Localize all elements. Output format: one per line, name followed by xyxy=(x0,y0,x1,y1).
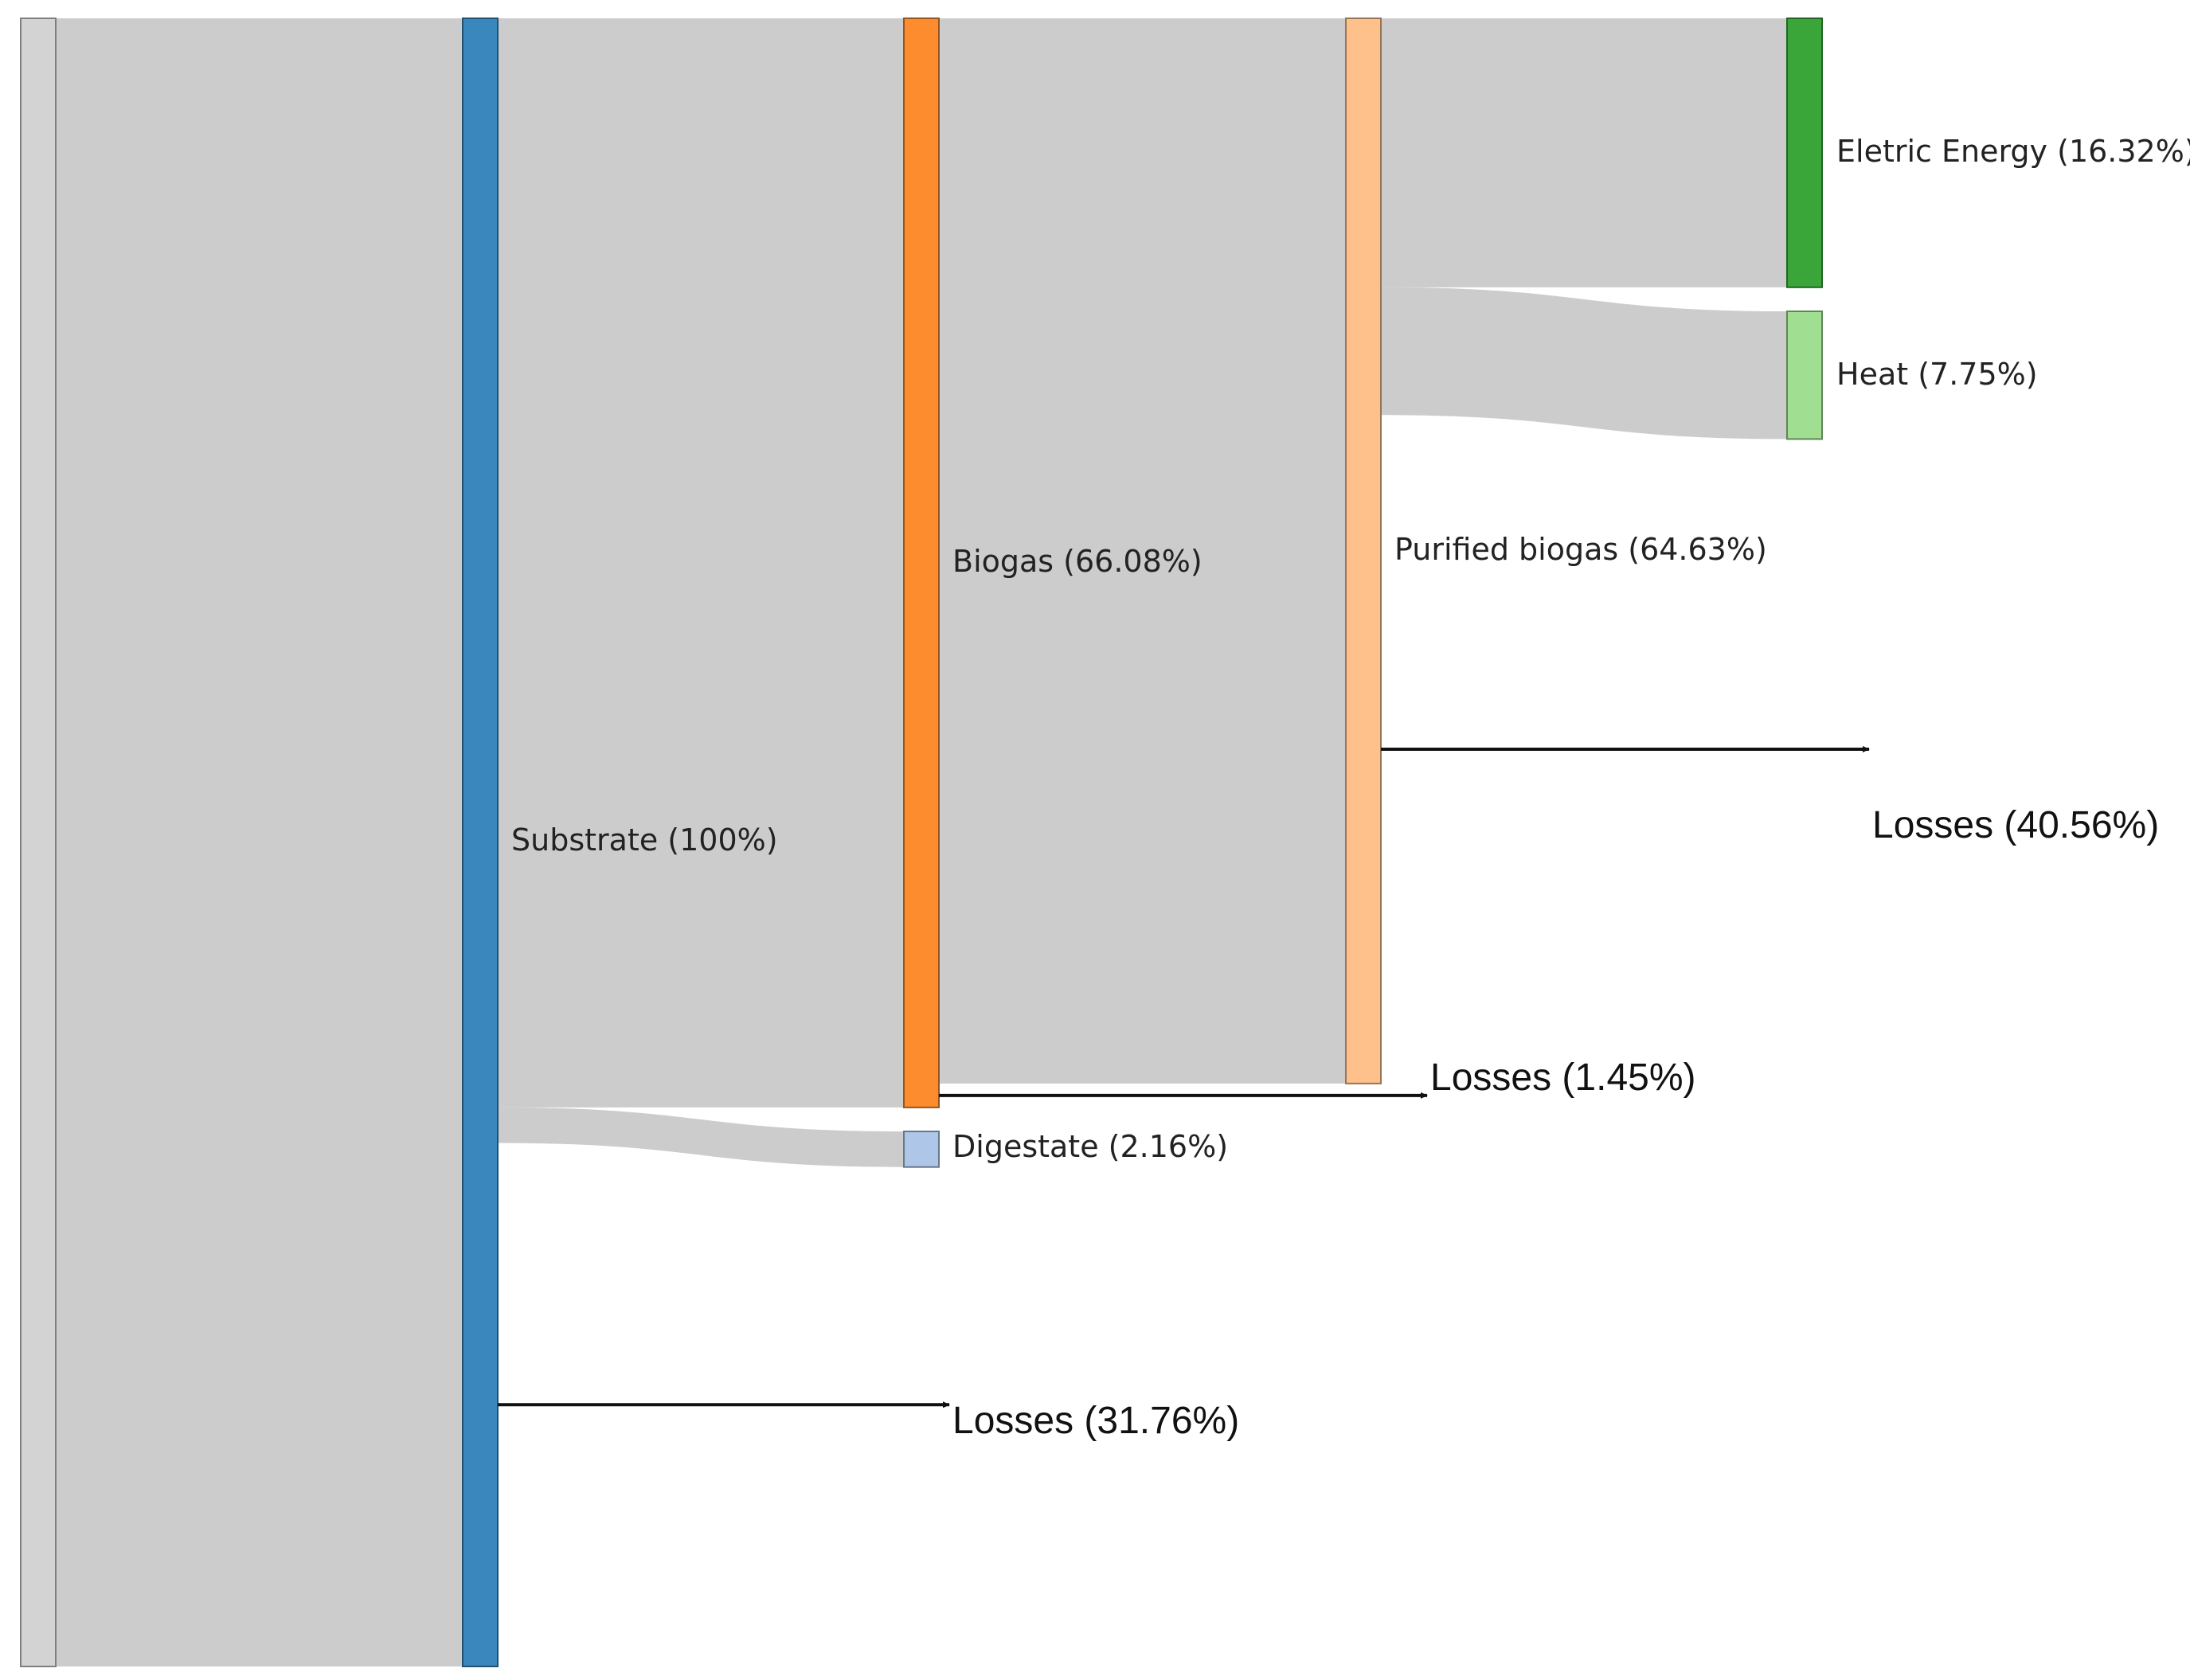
node-digestate xyxy=(903,1131,940,1168)
label-digestate: Digestate (2.16%) xyxy=(952,1129,1228,1164)
node-biogas xyxy=(903,18,940,1108)
label-losses-substrate: Losses (31.76%) xyxy=(952,1400,1239,1442)
link-biogas-to-purified xyxy=(939,18,1346,1084)
link-source-to-substrate xyxy=(56,18,463,1666)
node-substrate xyxy=(462,18,499,1667)
label-losses-biogas: Losses (1.45%) xyxy=(1430,1057,1696,1099)
label-purified-biogas: Purified biogas (64.63%) xyxy=(1394,532,1767,567)
node-source xyxy=(20,18,57,1667)
node-heat xyxy=(1786,311,1823,440)
node-purified xyxy=(1345,18,1382,1084)
nodes xyxy=(20,18,1823,1667)
label-losses-purified: Losses (40.56%) xyxy=(1872,804,2159,846)
label-heat: Heat (7.75%) xyxy=(1836,357,2038,392)
link-substrate-to-biogas xyxy=(498,18,904,1108)
label-substrate: Substrate (100%) xyxy=(511,822,778,858)
node-electric xyxy=(1786,18,1823,288)
node-labels: Substrate (100%) Biogas (66.08%) Digesta… xyxy=(511,134,2190,1442)
link-substrate-to-digestate xyxy=(498,1107,904,1167)
loss-arrows xyxy=(498,746,1870,1408)
link-purified-to-electric xyxy=(1381,18,1787,287)
link-purified-to-heat xyxy=(1381,287,1787,440)
label-biogas: Biogas (66.08%) xyxy=(952,544,1203,579)
flow-links xyxy=(56,18,1787,1666)
label-electric-energy: Eletric Energy (16.32%) xyxy=(1836,134,2190,169)
